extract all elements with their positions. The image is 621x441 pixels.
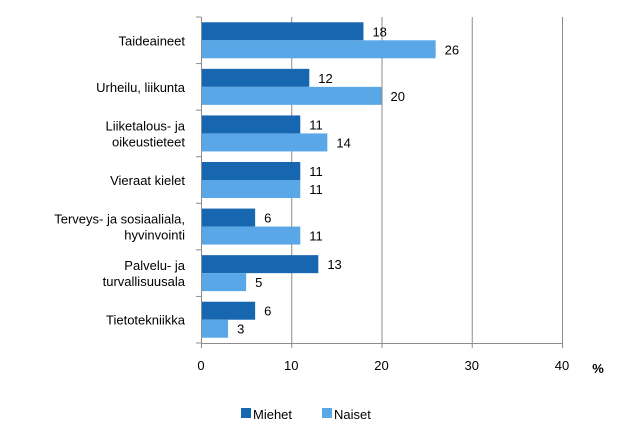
x-tick-label: 30	[465, 358, 479, 373]
bar-naiset	[202, 273, 247, 292]
data-label: 5	[255, 275, 262, 290]
data-label: 20	[391, 89, 405, 104]
category-label: Liiketalous- ja oikeustieteet	[106, 118, 186, 149]
legend-label: Naiset	[334, 407, 371, 422]
category-label: Terveys- ja sosiaaliala, hyvinvointi	[54, 212, 185, 243]
x-tick-label: 10	[284, 358, 298, 373]
bar-miehet	[202, 68, 310, 87]
category-label: Vieraat kielet	[110, 173, 185, 188]
data-label: 6	[264, 211, 271, 226]
data-label: 26	[445, 42, 459, 57]
data-label: 11	[309, 164, 323, 179]
bar-miehet	[202, 301, 256, 320]
bar-naiset	[202, 180, 301, 198]
x-tick-label: 20	[374, 358, 388, 373]
bar-miehet	[202, 162, 301, 180]
data-label: 18	[372, 24, 386, 39]
x-axis-label: %	[592, 361, 604, 376]
data-label: 3	[237, 322, 244, 337]
bar-miehet	[202, 22, 364, 41]
data-label: 14	[336, 135, 350, 150]
x-tick-label: 0	[197, 358, 204, 373]
legend-swatch-naiset	[322, 408, 332, 418]
data-label: 11	[309, 182, 323, 197]
bar-naiset	[202, 319, 229, 338]
bar-miehet	[202, 255, 319, 274]
category-label: Tietotekniikka	[106, 313, 186, 328]
category-label: Urheilu, liikunta	[96, 80, 186, 95]
bar-naiset	[202, 133, 328, 152]
legend-label: Miehet	[253, 407, 292, 422]
category-label: Palvelu- ja turvallisuusala	[103, 258, 186, 289]
legend-swatch-miehet	[241, 408, 251, 418]
bar-miehet	[202, 115, 301, 134]
data-label: 11	[309, 117, 323, 132]
bar-naiset	[202, 226, 301, 245]
bar-naiset	[202, 40, 436, 59]
bar-naiset	[202, 86, 382, 105]
data-label: 6	[264, 304, 271, 319]
category-label: Taideaineet	[119, 33, 186, 48]
data-label: 12	[318, 71, 332, 86]
data-label: 11	[309, 229, 323, 244]
bar-miehet	[202, 208, 256, 227]
x-tick-label: 40	[555, 358, 569, 373]
data-label: 13	[327, 257, 341, 272]
